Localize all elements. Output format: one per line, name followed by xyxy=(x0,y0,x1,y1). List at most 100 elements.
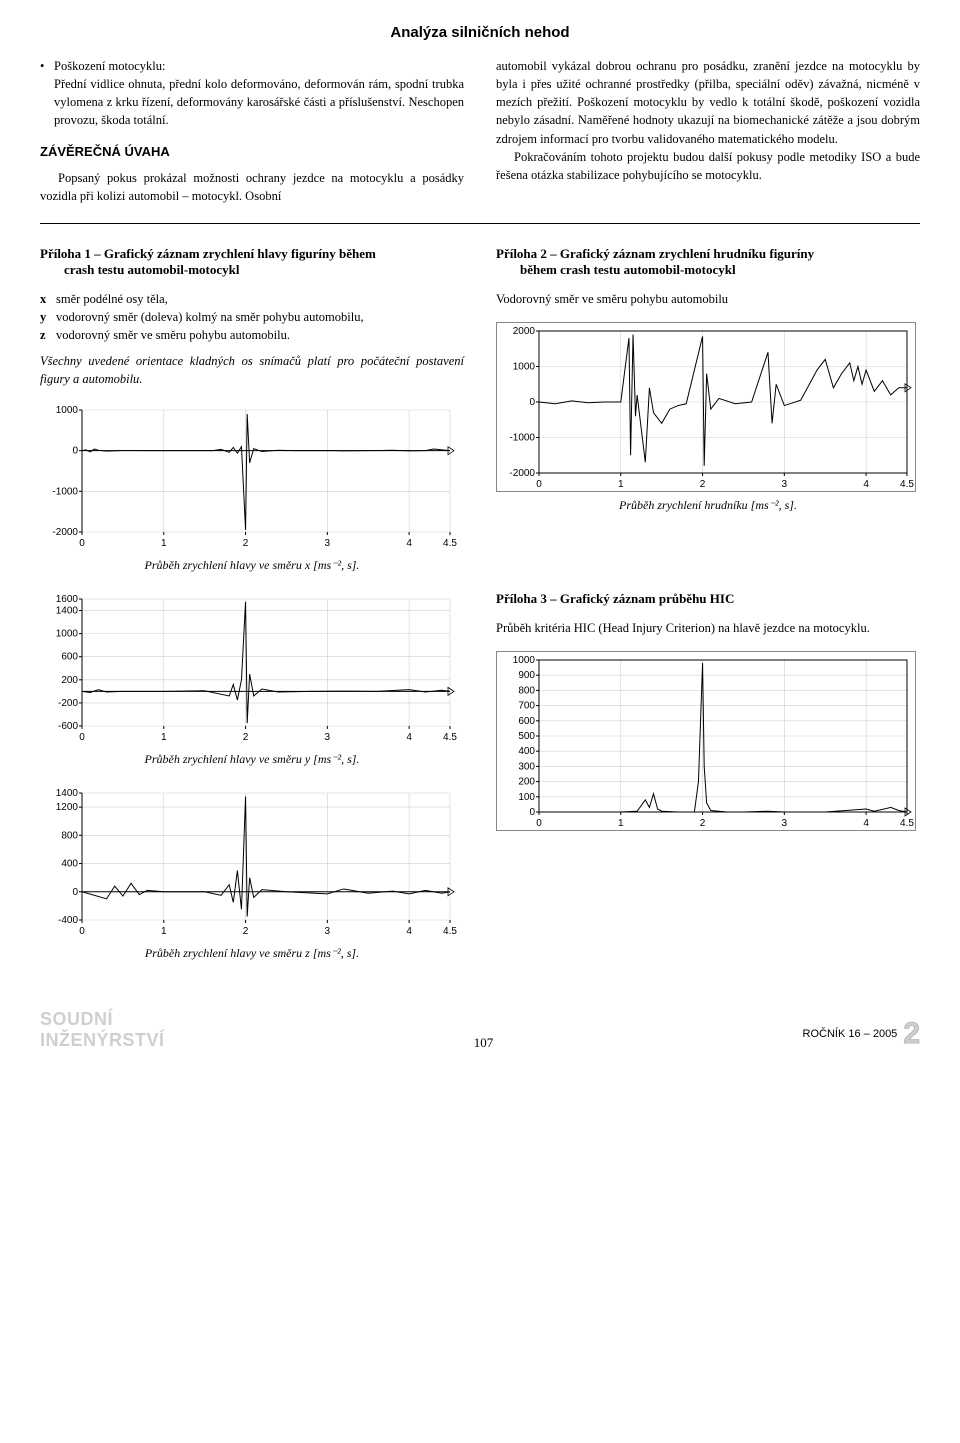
footer-right-text: ROČNÍK 16 – 2005 xyxy=(803,1028,898,1040)
svg-text:2: 2 xyxy=(700,818,706,829)
svg-text:4: 4 xyxy=(863,818,869,829)
svg-text:700: 700 xyxy=(518,701,535,712)
svg-text:1200: 1200 xyxy=(56,802,79,813)
appendix2-title-l1: Příloha 2 – Grafický záznam zrychlení hr… xyxy=(496,246,814,261)
appendix3-title: Příloha 3 – Grafický záznam průběhu HIC xyxy=(496,591,920,607)
svg-text:4.5: 4.5 xyxy=(443,926,457,937)
footer-logo: SOUDNÍ INŽENÝRSTVÍ xyxy=(40,1009,165,1051)
page-header: Analýza silničních nehod xyxy=(40,24,920,41)
svg-text:0: 0 xyxy=(79,732,85,743)
svg-text:900: 900 xyxy=(518,670,535,681)
svg-text:0: 0 xyxy=(529,807,535,818)
svg-text:3: 3 xyxy=(782,818,788,829)
svg-text:800: 800 xyxy=(518,685,535,696)
appendix2-title-l2: během crash testu automobil-motocykl xyxy=(496,262,920,278)
section-heading: ZÁVĚREČNÁ ÚVAHA xyxy=(40,144,464,159)
svg-text:1: 1 xyxy=(161,926,167,937)
svg-text:1000: 1000 xyxy=(56,629,79,640)
svg-text:3: 3 xyxy=(325,732,331,743)
top-two-columns: • Poškození motocyklu: Přední vidlice oh… xyxy=(40,57,920,205)
svg-text:800: 800 xyxy=(61,831,78,842)
svg-text:-400: -400 xyxy=(58,915,78,926)
svg-text:2: 2 xyxy=(243,538,249,549)
svg-text:0: 0 xyxy=(79,926,85,937)
svg-text:-1000: -1000 xyxy=(52,487,78,498)
svg-text:3: 3 xyxy=(325,538,331,549)
svg-text:2: 2 xyxy=(243,732,249,743)
svg-text:4.5: 4.5 xyxy=(900,818,914,829)
svg-text:1400: 1400 xyxy=(56,606,79,617)
svg-text:600: 600 xyxy=(61,652,78,663)
svg-text:-2000: -2000 xyxy=(509,468,535,479)
svg-text:4.5: 4.5 xyxy=(443,732,457,743)
svg-text:1000: 1000 xyxy=(513,655,536,666)
chart-head-x: -2000-100001000012344.5 xyxy=(40,402,464,552)
chart-head-x-caption: Průběh zrychlení hlavy ve směru x [ms⁻²,… xyxy=(40,558,464,573)
svg-text:0: 0 xyxy=(79,538,85,549)
bullet-label: Poškození motocyklu: xyxy=(54,59,165,73)
appendix3-para: Průběh kritéria HIC (Head Injury Criteri… xyxy=(496,619,920,637)
axis-note: Všechny uvedené orientace kladných os sn… xyxy=(40,352,464,388)
appendix1-title-l2: crash testu automobil-motocykl xyxy=(40,262,464,278)
chart-chest-caption: Průběh zrychlení hrudníku [ms⁻², s]. xyxy=(496,498,920,513)
appendix2-subtitle: Vodorovný směr ve směru pohybu automobil… xyxy=(496,290,920,308)
svg-text:1000: 1000 xyxy=(513,361,536,372)
svg-text:200: 200 xyxy=(518,777,535,788)
axis-list: xsměr podélné osy těla, yvodorovný směr … xyxy=(40,290,464,344)
bullet-marker: • xyxy=(40,57,54,130)
svg-text:1: 1 xyxy=(618,818,624,829)
svg-text:3: 3 xyxy=(325,926,331,937)
svg-text:1: 1 xyxy=(161,538,167,549)
appendix-columns: Příloha 1 – Grafický záznam zrychlení hl… xyxy=(40,246,920,980)
svg-text:1400: 1400 xyxy=(56,788,79,799)
right-para-1: automobil vykázal dobrou ochranu pro pos… xyxy=(496,57,920,148)
chart-head-z-caption: Průběh zrychlení hlavy ve směru z [ms⁻²,… xyxy=(40,946,464,961)
axis-y-text: vodorovný směr (doleva) kolmý na směr po… xyxy=(56,308,364,326)
appendix-left: Příloha 1 – Grafický záznam zrychlení hl… xyxy=(40,246,464,980)
axis-z-text: vodorovný směr ve směru pohybu automobil… xyxy=(56,326,290,344)
appendix1-title: Příloha 1 – Grafický záznam zrychlení hl… xyxy=(40,246,464,278)
svg-text:1000: 1000 xyxy=(56,405,79,416)
chart-head-z: -400040080012001400012344.5 xyxy=(40,785,464,940)
svg-text:100: 100 xyxy=(518,792,535,803)
svg-text:4.5: 4.5 xyxy=(900,479,914,490)
left-para: Popsaný pokus prokázal možnosti ochrany … xyxy=(40,169,464,205)
svg-text:400: 400 xyxy=(61,859,78,870)
svg-text:4: 4 xyxy=(406,926,412,937)
svg-text:500: 500 xyxy=(518,731,535,742)
appendix2-title: Příloha 2 – Grafický záznam zrychlení hr… xyxy=(496,246,920,278)
chart-head-y-caption: Průběh zrychlení hlavy ve směru y [ms⁻²,… xyxy=(40,752,464,767)
bullet-block: • Poškození motocyklu: Přední vidlice oh… xyxy=(40,57,464,130)
page-footer: SOUDNÍ INŽENÝRSTVÍ 107 ROČNÍK 16 – 2005 … xyxy=(40,1009,920,1051)
svg-text:2000: 2000 xyxy=(513,326,536,337)
footer-logo-l1: SOUDNÍ xyxy=(40,1009,165,1030)
footer-glyph: 2 xyxy=(903,1017,920,1051)
left-column: • Poškození motocyklu: Přední vidlice oh… xyxy=(40,57,464,205)
svg-text:-200: -200 xyxy=(58,698,78,709)
svg-text:0: 0 xyxy=(529,397,535,408)
svg-text:2: 2 xyxy=(243,926,249,937)
svg-text:-1000: -1000 xyxy=(509,432,535,443)
svg-text:0: 0 xyxy=(72,446,78,457)
svg-text:-2000: -2000 xyxy=(52,527,78,538)
svg-text:600: 600 xyxy=(518,716,535,727)
svg-text:4: 4 xyxy=(406,732,412,743)
footer-page-number: 107 xyxy=(165,1035,803,1051)
appendix-right: Příloha 2 – Grafický záznam zrychlení hr… xyxy=(496,246,920,980)
footer-right: ROČNÍK 16 – 2005 2 xyxy=(803,1017,920,1051)
bullet-text: Přední vidlice ohnuta, přední kolo defor… xyxy=(54,77,464,127)
svg-text:300: 300 xyxy=(518,761,535,772)
svg-text:0: 0 xyxy=(536,479,542,490)
chart-hic: 01002003004005006007008009001000012344.5 xyxy=(496,651,920,831)
chart-head-y: -600-200200600100014001600012344.5 xyxy=(40,591,464,746)
appendix1-title-l1: Příloha 1 – Grafický záznam zrychlení hl… xyxy=(40,246,376,261)
svg-text:200: 200 xyxy=(61,675,78,686)
chart-chest: -2000-1000010002000012344.5 xyxy=(496,322,920,492)
svg-text:1: 1 xyxy=(618,479,624,490)
divider xyxy=(40,223,920,224)
svg-text:2: 2 xyxy=(700,479,706,490)
svg-text:1600: 1600 xyxy=(56,594,79,605)
svg-text:0: 0 xyxy=(536,818,542,829)
right-para-2: Pokračováním tohoto projektu budou další… xyxy=(496,148,920,184)
axis-y-label: y xyxy=(40,308,56,326)
